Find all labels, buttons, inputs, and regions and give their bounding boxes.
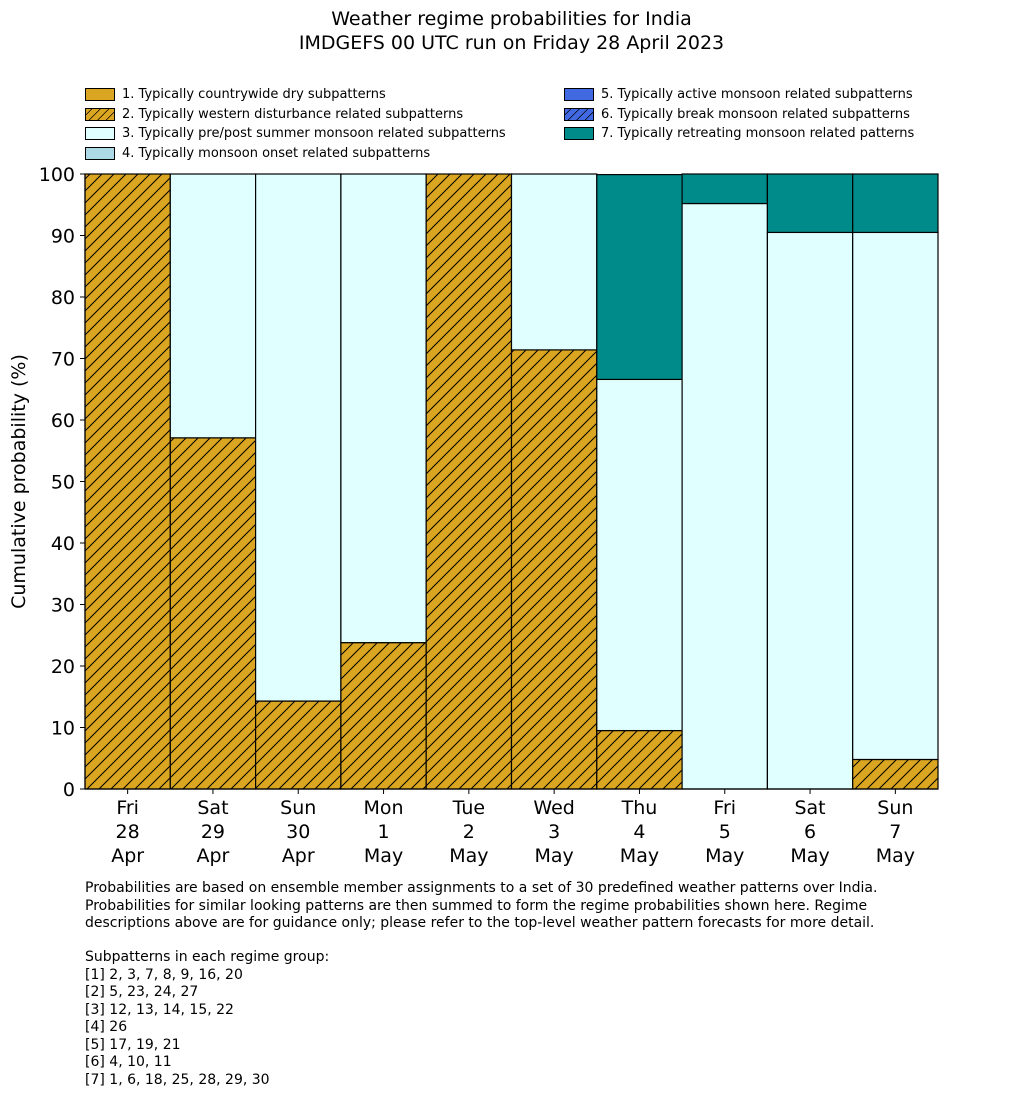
x-tick-label: May (449, 845, 488, 867)
bar-segment (681, 173, 768, 205)
legend-swatch (85, 146, 115, 160)
legend-label: 1. Typically countrywide dry subpatterns (122, 87, 386, 102)
legend-item: 3. Typically pre/post summer monsoon rel… (85, 124, 506, 143)
legend-swatch (85, 88, 115, 101)
legend-label: 6. Typically break monsoon related subpa… (601, 106, 910, 122)
legend-item: 5. Typically active monsoon related subp… (564, 85, 913, 104)
x-tick-label: 29 (201, 821, 225, 843)
bar-segment (596, 378, 683, 732)
bar-segment (255, 173, 342, 702)
x-tick-label: May (790, 845, 829, 867)
x-tick-label: 28 (116, 821, 140, 843)
legend-label: 5. Typically active monsoon related subp… (601, 87, 913, 102)
legend-swatch (564, 88, 594, 101)
y-tick-label: 50 (51, 472, 75, 494)
description-note: Probabilities are based on ensemble memb… (85, 880, 878, 931)
bar-hatch (170, 437, 256, 789)
legend-item: 2. Typically western disturbance related… (85, 105, 463, 124)
y-tick-label: 80 (51, 287, 75, 309)
x-tick-label: Apr (197, 845, 230, 867)
x-tick-label: May (620, 845, 659, 867)
x-tick-label: Apr (111, 845, 144, 867)
x-tick-label: 5 (719, 821, 731, 843)
bar-hatch (85, 174, 171, 789)
bar-segment (852, 231, 939, 761)
x-tick-label: 2 (463, 821, 475, 843)
bar-segment (596, 174, 683, 381)
bar-segment (766, 173, 854, 234)
y-tick-label: 90 (51, 226, 75, 248)
bar-segment (340, 173, 427, 644)
legend-swatch (564, 127, 594, 140)
x-tick-label: May (705, 845, 744, 867)
bar-hatch (596, 730, 683, 789)
x-tick-label: Sun (280, 797, 316, 819)
legend-swatch (85, 107, 115, 121)
legend-swatch (85, 127, 115, 140)
y-tick-label: 40 (51, 533, 75, 555)
x-tick-label: Mon (364, 797, 404, 819)
bar-segment (766, 231, 854, 790)
x-tick-label: Sat (794, 797, 825, 819)
y-tick-label: 60 (51, 410, 75, 432)
x-tick-label: Sun (877, 797, 913, 819)
legend-swatch (564, 107, 594, 121)
x-tick-label: Apr (282, 845, 315, 867)
y-tick-label: 70 (51, 349, 75, 371)
legend-label: 2. Typically western disturbance related… (122, 106, 464, 122)
subpattern-groups: Subpatterns in each regime group: [1] 2,… (85, 949, 330, 1088)
bar-segment (510, 173, 598, 351)
bar-hatch (852, 759, 938, 789)
x-tick-label: Thu (621, 797, 658, 819)
y-tick-label: 10 (51, 718, 75, 740)
chart-title: Weather regime probabilities for India (331, 8, 692, 30)
x-tick-label: 30 (286, 821, 310, 843)
y-tick-label: 0 (63, 779, 75, 801)
legend-label: 3. Typically pre/post summer monsoon rel… (122, 126, 506, 141)
legend-label: 7. Typically retreating monsoon related … (601, 126, 915, 141)
x-tick-label: 3 (548, 821, 560, 843)
x-tick-label: 4 (633, 821, 645, 843)
x-tick-label: Tue (452, 797, 485, 819)
x-tick-label: May (535, 845, 574, 867)
x-tick-label: Fri (116, 797, 139, 819)
bar-hatch (255, 701, 341, 789)
plot-area: Fri28AprSat29AprSun30AprMon1MayTue2MayWe… (8, 164, 939, 867)
chart-subtitle: IMDGEFS 00 UTC run on Friday 28 April 20… (298, 32, 725, 54)
legend-label: 4. Typically monsoon onset related subpa… (122, 145, 431, 161)
bar-hatch (426, 174, 512, 789)
legend-item: 1. Typically countrywide dry subpatterns (85, 85, 386, 104)
legend-item: 6. Typically break monsoon related subpa… (564, 105, 910, 124)
x-tick-label: 1 (378, 821, 390, 843)
x-tick-label: Fri (713, 797, 736, 819)
x-tick-label: 6 (804, 821, 816, 843)
x-tick-label: Sat (197, 797, 228, 819)
x-tick-label: Wed (533, 797, 574, 819)
y-tick-label: 30 (51, 595, 75, 617)
bar-hatch (340, 642, 427, 789)
y-axis-label: Cumulative probability (%) (8, 354, 30, 609)
legend-item: 4. Typically monsoon onset related subpa… (85, 144, 430, 163)
bar-segment (852, 173, 939, 234)
y-tick-label: 20 (51, 656, 75, 678)
x-tick-label: May (364, 845, 403, 867)
legend-item: 7. Typically retreating monsoon related … (564, 124, 914, 143)
bar-segment (169, 173, 257, 439)
bar-hatch (511, 349, 597, 789)
x-tick-label: May (876, 845, 915, 867)
x-tick-label: 7 (889, 821, 901, 843)
y-tick-label: 100 (39, 164, 75, 186)
bar-segment (681, 202, 768, 790)
